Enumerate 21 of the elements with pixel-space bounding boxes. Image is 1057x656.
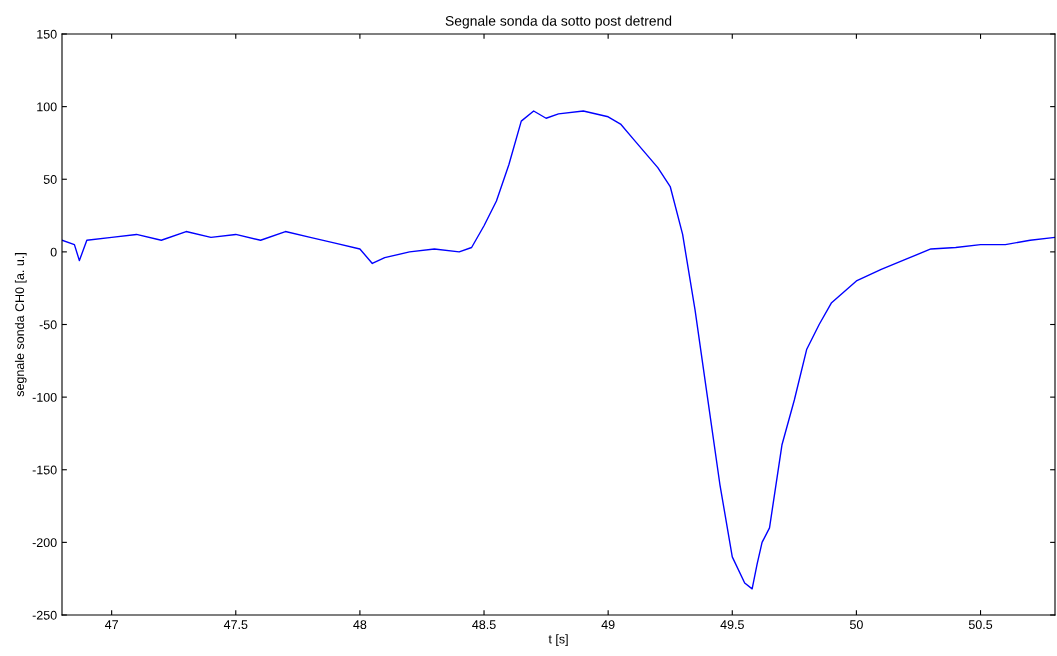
y-tick-label: -50: [39, 320, 57, 330]
y-tick-label: 0: [50, 247, 57, 257]
x-tick-label: 47: [104, 620, 118, 629]
y-tick-label: -200: [32, 538, 57, 548]
y-tick-label: -250: [32, 610, 57, 620]
x-tick-label: 47.5: [223, 620, 248, 630]
y-tick-label: 150: [37, 29, 57, 39]
x-axis-title: t [s]: [548, 634, 568, 646]
y-tick-label: -150: [32, 465, 57, 475]
y-tick-label: -100: [32, 392, 57, 402]
x-tick-label: 50.5: [968, 620, 993, 630]
x-tick-label: 49.5: [720, 620, 744, 630]
x-tick-label: 50: [849, 620, 863, 630]
y-tick-label: 100: [37, 102, 57, 112]
x-tick-label: 48: [353, 620, 367, 630]
chart-title: Segnale sonda da sotto post detrend: [445, 15, 672, 29]
y-axis-title: segnale sonda CH0 [a. u.]: [14, 253, 27, 397]
line-series: [62, 110, 1055, 590]
y-tick-label: 50: [43, 175, 57, 184]
x-tick-label: 49: [601, 620, 615, 630]
x-tick-label: 48.5: [472, 620, 496, 630]
